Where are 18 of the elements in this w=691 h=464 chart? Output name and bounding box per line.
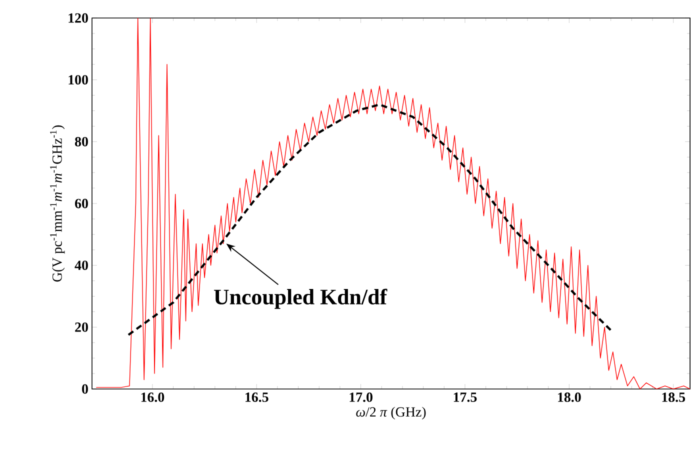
x-axis-title: ω/2 π (GHz)	[356, 406, 426, 420]
y-tick-label: 120	[68, 13, 88, 23]
x-tick-label: 17.0	[350, 392, 372, 402]
y-tick-label: 0	[82, 384, 88, 394]
y-tick-label: 100	[68, 75, 88, 85]
line-series	[127, 103, 612, 336]
x-tick-label: 17.5	[454, 392, 477, 402]
text: G(V pc$^{-1}$mm$^{-1}$m$^{-1}$m$^{-1}$GHz$^{-1}$)	[50, 125, 65, 282]
x-tick-label: 18.0	[558, 392, 581, 402]
x-tick-label: 18.5	[662, 392, 686, 402]
x-tick-label: 16.5	[246, 392, 268, 402]
x-tick-label: 16.0	[141, 392, 164, 402]
y-tick-label: 80	[75, 136, 88, 146]
y-tick-label: 60	[75, 198, 88, 208]
y-tick-label: 40	[74, 260, 88, 270]
y-tick-label: 20	[75, 322, 88, 332]
annotation: Uncoupled Kdn/df	[214, 288, 388, 309]
line-series	[96, 18, 690, 389]
